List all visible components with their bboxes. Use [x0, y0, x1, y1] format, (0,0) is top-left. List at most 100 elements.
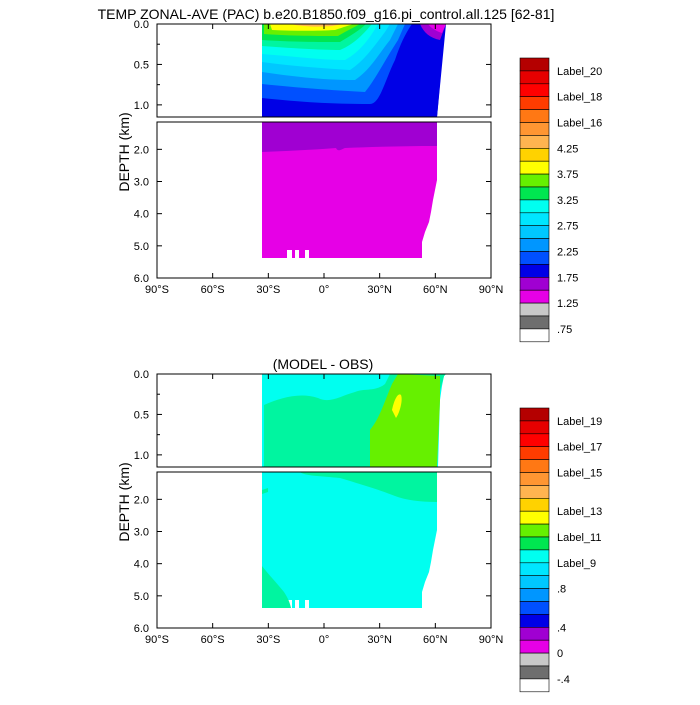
colorbar-label: 2.75 [557, 221, 578, 233]
colorbar-swatch [519, 135, 550, 149]
panel2-title: (MODEL - OBS) [273, 356, 374, 372]
y-tick-label: 0.5 [134, 59, 149, 71]
colorbar-label: -.4 [557, 674, 570, 686]
panel2-lower-fill [262, 472, 437, 608]
colorbar-swatch [519, 276, 550, 291]
colorbar-label: Label_11 [557, 532, 601, 544]
colorbar-label: Label_20 [557, 66, 602, 78]
y-tick-label: 3.0 [134, 177, 149, 189]
colorbar-swatch [519, 433, 550, 447]
colorbar-label: .4 [557, 622, 566, 634]
colorbar-label: 1.25 [557, 298, 578, 310]
panel2-colorbar: Label_19 Label_17 Label_15 Label_13 Label_11… [519, 407, 602, 693]
colorbar-swatch [519, 199, 550, 214]
colorbar-swatch [519, 652, 550, 667]
colorbar-swatch [519, 446, 550, 460]
panel1-axes: 90°S 60°S 30°S 0° 30°N 60°N 90°N 0.0 0.5 1.0 2.0 3.… [134, 19, 504, 296]
colorbar-swatch [519, 315, 550, 330]
colorbar-label: Label_13 [557, 506, 602, 518]
colorbar-swatch [519, 148, 550, 162]
colorbar-swatch [519, 626, 550, 641]
y-tick-label: 0.0 [134, 19, 149, 31]
x-tick-label: 30°N [367, 634, 392, 646]
x-tick-label: 60°N [423, 284, 448, 296]
x-tick-label: 60°N [423, 634, 448, 646]
colorbar-swatch [519, 96, 550, 110]
y-tick-label: 6.0 [134, 623, 149, 635]
colorbar-swatch [519, 420, 550, 435]
colorbar-swatch [519, 173, 550, 188]
colorbar-swatch [519, 83, 550, 98]
colorbar-swatch [519, 523, 550, 538]
colorbar-swatch [519, 588, 550, 602]
colorbar-swatch [519, 251, 550, 265]
colorbar-swatch [519, 575, 550, 589]
panel2-upper-plot [156, 373, 492, 468]
colorbar-swatch [519, 302, 550, 317]
colorbar-label: 3.25 [557, 195, 578, 207]
colorbar-swatch [519, 472, 550, 486]
colorbar-swatch [519, 109, 550, 123]
x-tick-label: 90°N [479, 284, 504, 296]
y-tick-label: 6.0 [134, 273, 149, 285]
x-tick-label: 30°N [367, 284, 392, 296]
x-tick-label: 90°N [479, 634, 504, 646]
panel2-lower-band [300, 472, 437, 502]
x-tick-label: 30°S [256, 284, 280, 296]
panel2-upper-contour-band [340, 374, 360, 382]
panel1-lower-plot [156, 121, 492, 279]
colorbar-swatch [519, 70, 550, 85]
colorbar-label: Label_18 [557, 92, 602, 104]
panel2-axes: 90°S 60°S 30°S 0° 30°N 60°N 90°N 0.0 0.5 1.0 2.0 3.… [134, 369, 504, 646]
colorbar-label: 3.75 [557, 169, 578, 181]
colorbar-swatch [519, 497, 550, 512]
panel2-upper-contour-band [392, 394, 402, 418]
y-tick-label: 1.0 [134, 450, 149, 462]
colorbar-label: Label_9 [557, 558, 596, 570]
panel1-lower-band [262, 122, 437, 152]
colorbar-label: 1.75 [557, 272, 578, 284]
panel1-colorbar: Label_20 Label_18 Label_16 4.25 3.75 3.25 2.75… [519, 57, 602, 343]
colorbar-label: .8 [557, 584, 566, 596]
y-tick-label: 1.0 [134, 100, 149, 112]
colorbar-swatch [519, 186, 550, 201]
panel1-lower-deep-fill [262, 122, 437, 258]
panel1-ylabel: DEPTH (km) [116, 112, 132, 191]
colorbar-swatch [519, 601, 550, 615]
colorbar-swatch [519, 289, 550, 304]
colorbar-swatch [519, 212, 550, 227]
colorbar-label: 0 [557, 648, 563, 660]
colorbar-swatch [519, 678, 550, 693]
panel2-upper-contour-band [370, 374, 440, 467]
colorbar-label: Label_17 [557, 442, 602, 454]
panel2-lower-band [262, 566, 291, 608]
y-tick-label: 3.0 [134, 527, 149, 539]
y-tick-label: 2.0 [134, 494, 149, 506]
y-tick-label: 4.0 [134, 209, 149, 221]
panel2-ylabel: DEPTH (km) [116, 462, 132, 541]
colorbar-label: .75 [557, 324, 572, 336]
panel2-lower-band [262, 488, 268, 494]
panel1-title: TEMP ZONAL-AVE (PAC) b.e20.B1850.f09_g16… [98, 6, 555, 22]
colorbar-swatch [519, 665, 550, 680]
colorbar-swatch [519, 614, 550, 628]
y-tick-label: 0.5 [134, 409, 149, 421]
colorbar-swatch [519, 225, 550, 239]
x-tick-label: 90°S [145, 284, 169, 296]
x-tick-label: 30°S [256, 634, 280, 646]
y-tick-label: 5.0 [134, 591, 149, 603]
colorbar-swatch [519, 407, 550, 422]
y-tick-label: 5.0 [134, 241, 149, 253]
x-tick-label: 60°S [201, 284, 225, 296]
y-tick-label: 0.0 [134, 369, 149, 381]
colorbar-swatch [519, 122, 550, 136]
colorbar-label: Label_19 [557, 416, 602, 428]
colorbar-label: 4.25 [557, 143, 578, 155]
colorbar-swatch [519, 562, 550, 576]
colorbar-swatch [519, 639, 550, 654]
colorbar-label: 2.25 [557, 247, 578, 259]
colorbar-swatch [519, 328, 550, 343]
x-tick-label: 60°S [201, 634, 225, 646]
colorbar-label: Label_16 [557, 118, 602, 130]
